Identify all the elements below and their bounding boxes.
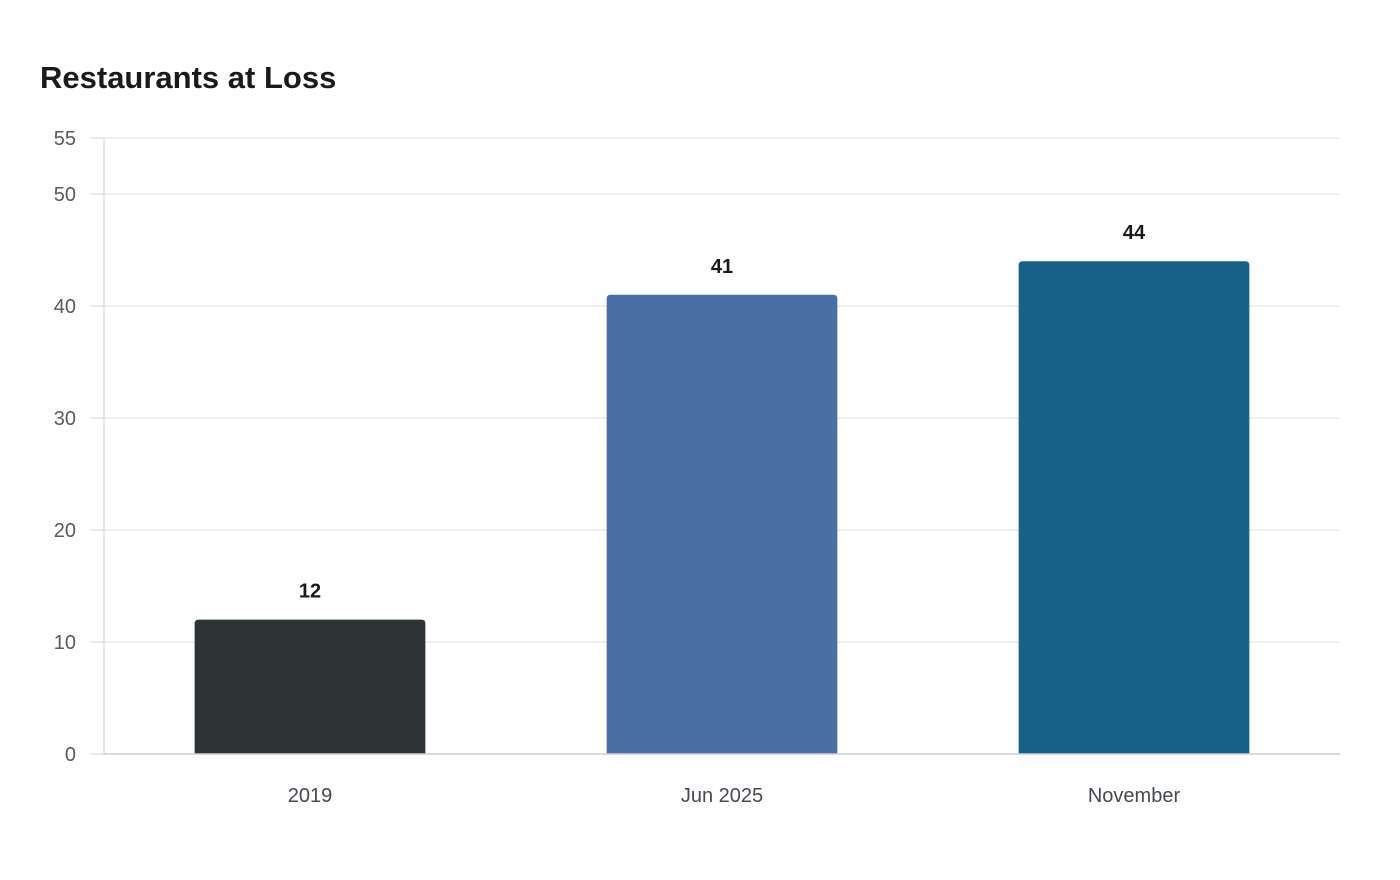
y-tick-label: 30 [54, 408, 76, 430]
y-axis-ticks: 0 10 20 30 40 50 55 [54, 128, 104, 766]
y-tick-label: 10 [54, 632, 76, 654]
x-tick-label: Jun 2025 [681, 785, 763, 807]
bar-value-label: 44 [1123, 222, 1146, 244]
y-tick-label: 20 [54, 520, 76, 542]
x-axis-labels: 2019 Jun 2025 November [288, 785, 1181, 807]
bar-value-label: 12 [299, 581, 321, 603]
bars [194, 261, 1250, 754]
bar-2019 [194, 619, 426, 754]
y-tick-label: 55 [54, 128, 76, 150]
y-tick-label: 0 [65, 744, 76, 766]
x-tick-label: 2019 [288, 785, 333, 807]
x-tick-label: November [1088, 785, 1181, 807]
y-tick-label: 50 [54, 184, 76, 206]
value-labels: 12 41 44 [299, 222, 1146, 602]
bar-november [1018, 261, 1250, 754]
bar-jun-2025 [606, 294, 838, 754]
bar-value-label: 41 [711, 256, 733, 278]
y-tick-label: 40 [54, 296, 76, 318]
chart-title: Restaurants at Loss [40, 60, 337, 95]
